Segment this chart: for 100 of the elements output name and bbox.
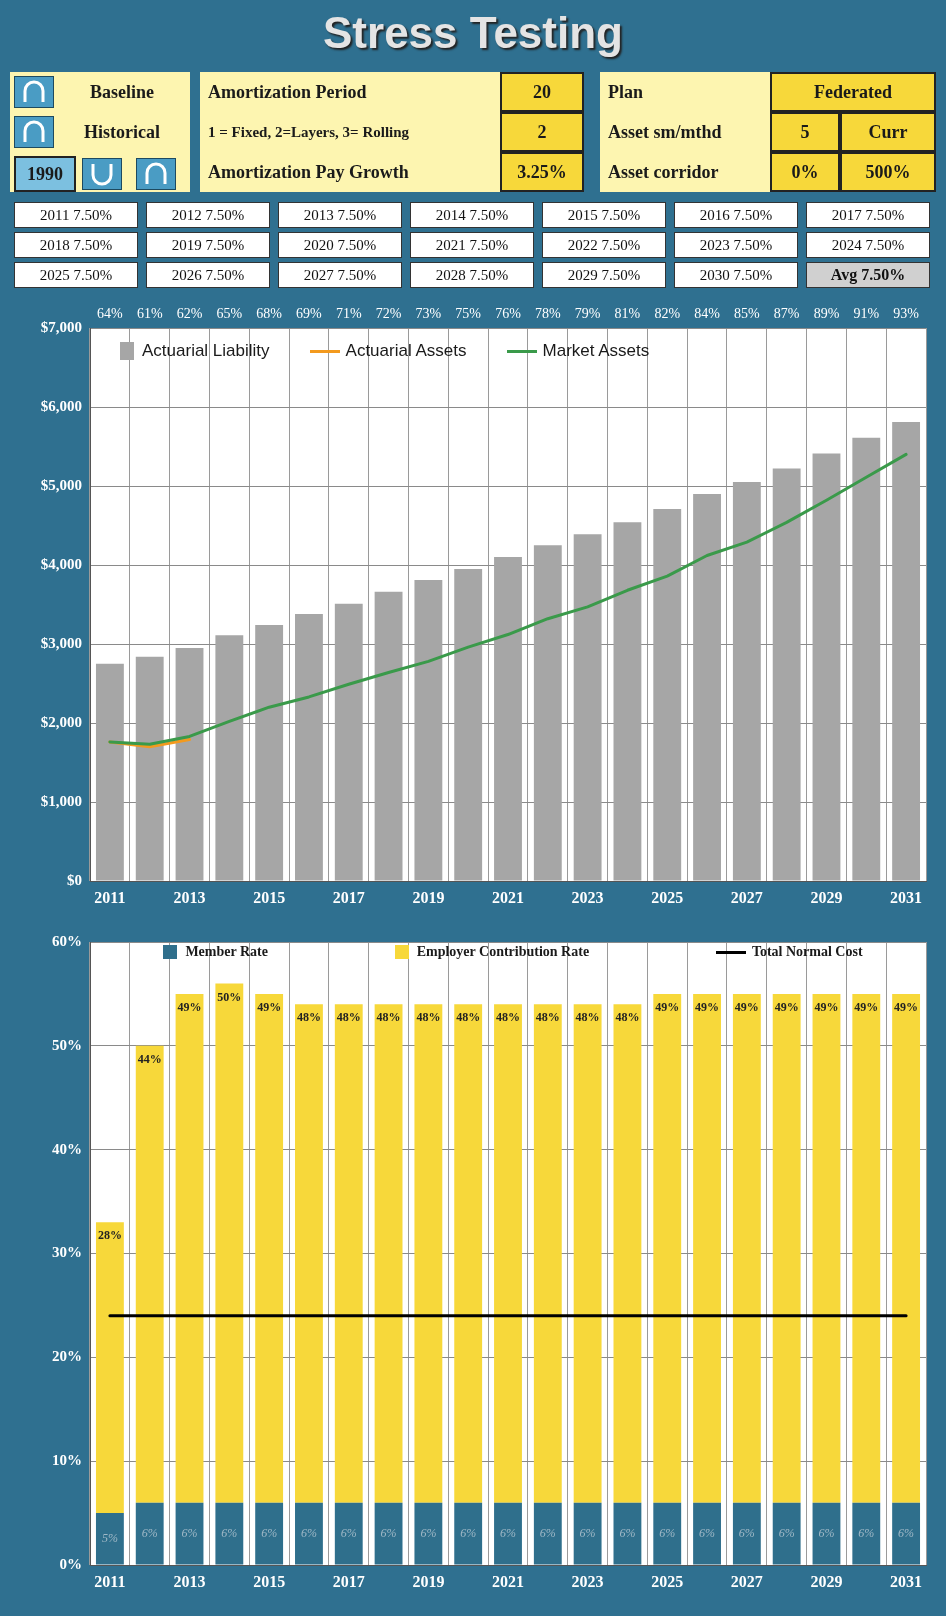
x-tick-label: 2015 [253,1572,286,1590]
text: 500% [840,152,936,192]
y-tick-label: $5,000 [40,476,82,493]
bar [732,1502,761,1565]
bar [852,437,881,881]
x-tick-label: 2027 [730,1572,763,1590]
y-tick-label: 40% [52,1140,82,1157]
text: 2028 7.50% [410,262,534,288]
x-tick-label: 2029 [810,888,843,906]
y-tick-label: $7,000 [40,318,82,335]
text: 2027 7.50% [278,262,402,288]
text: 68% [256,305,283,321]
text: Asset corridor [600,152,770,192]
text: 2026 7.50% [146,262,270,288]
bar [494,1502,522,1565]
text: 81% [614,305,641,321]
bar [653,508,682,881]
text: 2029 7.50% [542,262,666,288]
bar [454,1004,483,1503]
data-label: 6% [500,1525,516,1540]
text: 87% [773,305,800,321]
text: 2019 7.50% [146,232,270,258]
text: 89% [813,305,840,321]
bar [135,1045,164,1503]
y-tick-label: $1,000 [40,792,82,809]
data-label: 6% [778,1525,795,1540]
text: 1990 [14,156,76,192]
text: 2016 7.50% [674,202,798,228]
bar [414,1502,443,1565]
data-label: 6% [141,1525,158,1540]
text: Amortization Period [200,72,500,112]
bar [613,522,642,881]
text: 82% [654,305,681,321]
text: 62% [176,305,203,321]
data-label: 6% [221,1525,238,1540]
x-tick-label: 2029 [810,1572,843,1590]
bar [573,534,602,881]
data-label: 6% [579,1525,596,1540]
y-tick-label: 20% [52,1348,82,1365]
data-label: 6% [380,1525,397,1540]
text: 72% [375,305,402,321]
data-label: 6% [659,1525,676,1540]
bar [175,647,204,881]
x-tick-label: 2021 [492,888,524,906]
data-label: 48% [376,1010,401,1025]
y-tick-label: 0% [59,1555,82,1572]
x-tick-label: 2013 [173,1572,206,1590]
y-tick-label: $0 [67,871,82,888]
text: 2015 7.50% [542,202,666,228]
bar [653,993,682,1503]
x-tick-label: 2023 [571,888,604,906]
legend-label: Total Normal Cost [751,944,863,960]
data-label: 49% [655,1000,680,1015]
bar [732,993,761,1503]
x-tick-label: 2015 [253,888,286,906]
text: 2023 7.50% [674,232,798,258]
bar [215,1502,244,1565]
data-label: 6% [738,1525,755,1540]
bar [215,635,244,881]
bar [95,1222,124,1514]
text: 91% [853,305,880,321]
y-tick-label: $2,000 [40,713,82,730]
y-tick-label: 10% [52,1452,82,1469]
text: 64% [97,305,124,321]
bar [533,545,562,881]
bar [852,993,881,1503]
bar [295,613,323,881]
bar [175,1502,204,1565]
bar [135,1502,164,1565]
bar [533,1004,562,1503]
data-label: 49% [695,1000,720,1015]
bar [573,1502,602,1565]
bar [494,557,522,881]
text: 85% [734,305,761,321]
text: 84% [694,305,721,321]
text: 2018 7.50% [14,232,138,258]
data-label: 6% [858,1525,875,1540]
bar [255,625,284,881]
text: 93% [893,305,920,321]
bar [653,1502,682,1565]
x-tick-label: 2025 [651,888,684,906]
x-tick-label: 2027 [730,888,763,906]
x-tick-label: 2031 [890,888,923,906]
text: 69% [296,305,323,321]
data-label: 49% [774,1000,799,1015]
bar [454,568,483,881]
y-tick-label: 60% [52,932,82,949]
data-label: 49% [734,1000,759,1015]
bar [494,1004,522,1503]
bar [852,1502,881,1565]
bar [334,1004,363,1503]
text: 2 [500,112,584,152]
bar [533,1502,562,1565]
data-label: 6% [460,1525,477,1540]
text: 75% [455,305,482,321]
text: Historical [58,112,186,152]
legend-label: Actuarial Assets [345,341,467,361]
bar [892,993,921,1503]
data-label: 28% [97,1228,122,1243]
data-label: 6% [420,1525,437,1540]
